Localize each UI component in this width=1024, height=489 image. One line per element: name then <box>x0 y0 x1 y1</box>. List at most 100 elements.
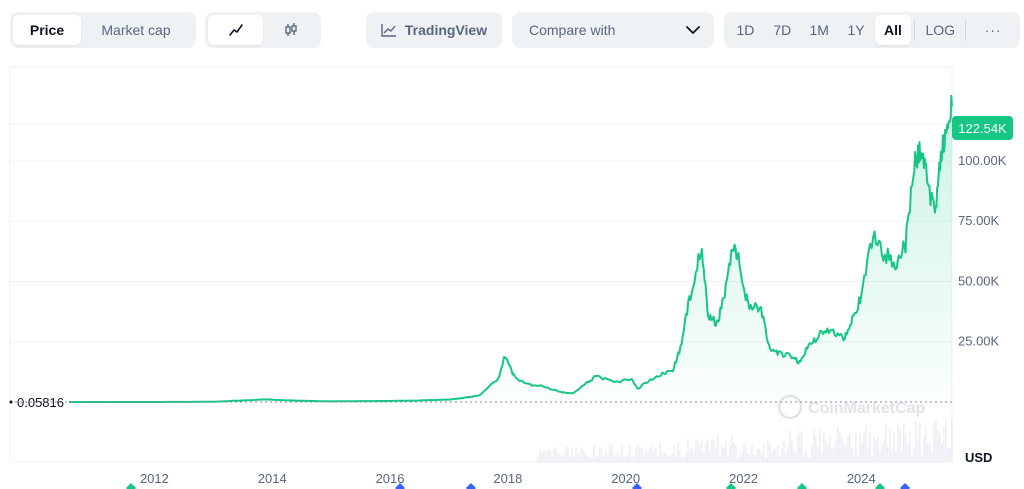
volume-bar <box>673 446 675 462</box>
volume-bar <box>729 445 731 462</box>
log-scale-button[interactable]: LOG <box>925 22 956 38</box>
volume-bar <box>839 432 841 462</box>
volume-bar <box>861 441 863 462</box>
volume-bar <box>563 454 565 462</box>
volume-bar <box>807 457 809 462</box>
volume-bar <box>917 438 919 462</box>
volume-bar <box>589 457 591 462</box>
y-tick-label: 50.00K <box>958 273 1000 288</box>
volume-bar <box>679 449 681 462</box>
volume-bar <box>569 457 571 462</box>
volume-bar <box>543 451 545 462</box>
tradingview-button[interactable]: TradingView <box>366 12 502 48</box>
candlestick-chart-button[interactable] <box>263 15 318 45</box>
volume-bar <box>879 450 881 462</box>
volume-bar <box>585 454 587 462</box>
volume-bar <box>899 429 901 462</box>
volume-bar <box>699 445 701 462</box>
chart-type-toggle: Price Market cap <box>10 12 196 48</box>
chart-style-toggle <box>205 12 321 48</box>
more-options-button[interactable]: ··· <box>984 22 1002 38</box>
compare-with-dropdown[interactable]: Compare with <box>512 12 714 48</box>
range-1y[interactable]: 1Y <box>847 22 865 38</box>
volume-bar <box>921 455 923 462</box>
volume-bar <box>931 452 933 462</box>
volume-bar <box>913 447 915 462</box>
volume-bar <box>593 444 595 462</box>
range-7d[interactable]: 7D <box>773 22 792 38</box>
event-marker-icon[interactable] <box>726 483 736 489</box>
x-tick-label: 2018 <box>493 471 522 486</box>
volume-bar <box>747 453 749 462</box>
volume-bar <box>691 446 693 462</box>
volume-bar <box>819 427 821 462</box>
volume-bar <box>887 446 889 462</box>
volume-bar <box>605 450 607 462</box>
volume-bar <box>663 453 665 462</box>
event-marker-icon[interactable] <box>900 483 910 489</box>
event-marker-icon[interactable] <box>875 483 885 489</box>
volume-bar <box>857 455 859 462</box>
volume-bar <box>799 429 801 462</box>
event-marker-icon[interactable] <box>797 483 807 489</box>
volume-bar <box>749 454 751 462</box>
volume-bar <box>669 455 671 462</box>
volume-bar <box>885 423 887 462</box>
volume-bar <box>697 440 699 462</box>
event-marker-icon[interactable] <box>395 483 405 489</box>
volume-bar <box>551 455 553 462</box>
x-tick-label: 2016 <box>376 471 405 486</box>
volume-bar <box>733 442 735 462</box>
event-marker-icon[interactable] <box>632 483 642 489</box>
volume-bar <box>659 442 661 462</box>
volume-bar <box>539 450 541 462</box>
volume-bar <box>559 454 561 462</box>
x-tick-label: 2012 <box>140 471 169 486</box>
volume-bar <box>753 454 755 462</box>
volume-bar <box>853 454 855 462</box>
volume-bar <box>607 453 609 462</box>
volume-bar <box>829 436 831 462</box>
volume-bar <box>825 439 827 462</box>
volume-bar <box>581 447 583 462</box>
volume-bar <box>765 457 767 462</box>
volume-bar <box>873 437 875 462</box>
volume-bar <box>591 457 593 462</box>
volume-bar <box>627 453 629 462</box>
volume-bar <box>945 419 947 462</box>
volume-bar <box>925 425 927 462</box>
volume-bar <box>743 443 745 462</box>
coinmarketcap-watermark: CoinMarketCap <box>777 394 926 420</box>
volume-bar <box>907 444 909 462</box>
volume-bar <box>575 447 577 462</box>
volume-bar <box>745 444 747 462</box>
event-marker-icon[interactable] <box>466 483 476 489</box>
volume-bar <box>681 457 683 462</box>
volume-bar <box>709 450 711 462</box>
volume-bar <box>871 456 873 462</box>
volume-bar <box>941 443 943 462</box>
volume-bar <box>949 447 951 462</box>
volume-bar <box>935 419 937 462</box>
volume-bar <box>687 439 689 462</box>
volume-bar <box>739 455 741 462</box>
range-1d[interactable]: 1D <box>736 22 755 38</box>
volume-bar <box>553 446 555 462</box>
volume-bar <box>637 444 639 462</box>
volume-bar <box>757 448 759 462</box>
volume-bar <box>657 456 659 462</box>
market-cap-tab[interactable]: Market cap <box>101 22 171 38</box>
volume-bar <box>951 418 953 462</box>
event-marker-icon[interactable] <box>126 483 136 489</box>
volume-bar <box>685 452 687 462</box>
volume-bar <box>781 448 783 462</box>
volume-bar <box>555 448 557 462</box>
line-chart-button[interactable] <box>208 15 263 45</box>
volume-bar <box>731 435 733 462</box>
volume-bar <box>787 446 789 462</box>
price-tab[interactable]: Price <box>13 15 81 45</box>
range-all[interactable]: All <box>874 15 912 45</box>
range-1m[interactable]: 1M <box>809 22 829 38</box>
volume-bar <box>667 456 669 462</box>
